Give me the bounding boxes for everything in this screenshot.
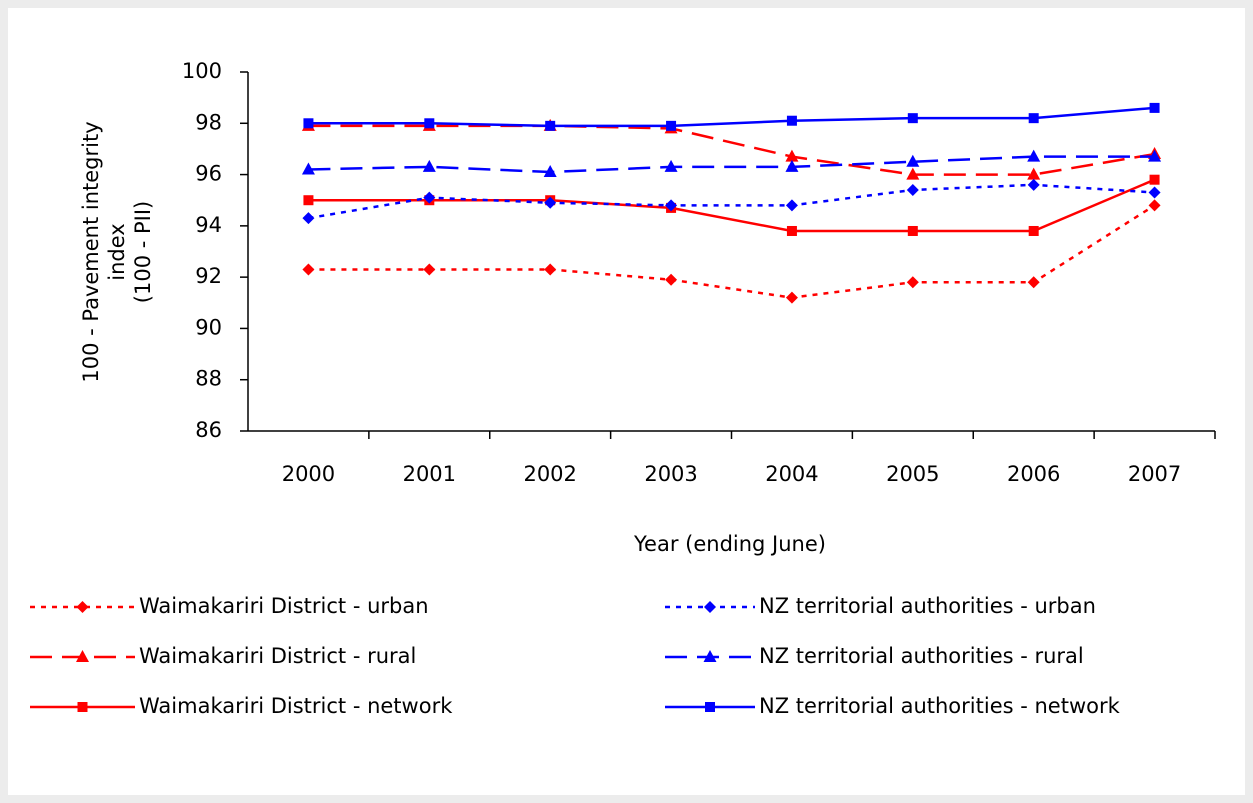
data-point	[303, 195, 314, 206]
data-point	[422, 159, 436, 172]
legend-marker	[77, 702, 88, 712]
series-line	[308, 204, 1156, 299]
data-point	[302, 212, 315, 225]
data-point	[906, 183, 919, 196]
x-tick-label: 2006	[1007, 462, 1060, 486]
x-tick-label: 2004	[765, 462, 818, 486]
data-point	[785, 291, 798, 304]
data-point	[665, 199, 678, 212]
x-tick-label: 2002	[523, 462, 576, 486]
data-point	[907, 113, 918, 124]
y-tick-label: 90	[195, 315, 222, 339]
legend-marker	[76, 650, 89, 662]
y-axis-title: 100 - Pavement integrity index (100 - PI…	[79, 121, 155, 382]
y-tick-label: 86	[195, 418, 222, 442]
data-point	[1027, 178, 1040, 191]
y-tick-label: 92	[195, 264, 222, 288]
data-point	[1149, 102, 1160, 113]
data-point	[907, 225, 918, 236]
x-tick-label: 2003	[644, 462, 697, 486]
chart-background	[8, 8, 1245, 795]
y-axis-title-line: index	[105, 223, 129, 280]
y-tick-label: 94	[195, 213, 222, 237]
data-point	[301, 162, 315, 175]
data-point	[1027, 149, 1041, 162]
data-point	[424, 118, 435, 129]
data-point	[785, 159, 799, 172]
data-point	[423, 191, 436, 204]
data-point	[785, 199, 798, 212]
data-point	[545, 120, 556, 131]
legend-marker	[705, 702, 715, 712]
data-point	[544, 196, 557, 209]
data-point	[423, 263, 436, 276]
data-point	[1148, 186, 1161, 199]
x-axis-title: Year (ending June)	[633, 532, 826, 556]
y-axis-title-line: 100 - Pavement integrity	[79, 121, 103, 382]
legend-label: NZ territorial authorities - network	[759, 694, 1121, 718]
data-point	[906, 276, 919, 289]
data-point	[666, 120, 677, 131]
legend-label: Waimakariri District - rural	[139, 644, 416, 668]
x-tick-label: 2005	[886, 462, 939, 486]
series-line	[308, 124, 1155, 176]
legend-label: NZ territorial authorities - urban	[759, 594, 1096, 618]
legend-marker	[703, 650, 717, 662]
y-tick-label: 100	[182, 59, 222, 83]
data-point	[786, 115, 797, 126]
data-point	[785, 149, 799, 162]
y-tick-label: 98	[195, 110, 222, 134]
data-point	[906, 167, 920, 180]
y-tick-label: 96	[195, 162, 222, 186]
x-tick-label: 2007	[1128, 462, 1181, 486]
legend-label: Waimakariri District - network	[139, 694, 453, 718]
data-point	[1148, 149, 1162, 162]
x-tick-label: 2000	[282, 462, 335, 486]
legend-marker	[704, 601, 716, 613]
x-tick-label: 2001	[403, 462, 456, 486]
data-point	[1148, 199, 1161, 212]
data-point	[1028, 225, 1039, 236]
data-point	[302, 263, 315, 276]
legend-label: Waimakariri District - urban	[139, 594, 429, 618]
data-point	[1027, 167, 1041, 180]
data-point	[1149, 174, 1160, 185]
series-line	[308, 183, 1155, 220]
data-point	[543, 165, 557, 178]
series-line	[308, 155, 1155, 174]
data-point	[786, 225, 797, 236]
y-tick-label: 88	[195, 367, 222, 391]
series-line	[308, 106, 1155, 128]
data-point	[906, 154, 920, 167]
data-point	[1028, 113, 1039, 124]
series-line	[308, 178, 1156, 233]
legend-marker	[76, 601, 89, 613]
y-axis-title-line: (100 - PII)	[131, 201, 155, 303]
data-point	[303, 118, 314, 129]
data-point	[1027, 276, 1040, 289]
data-point	[665, 273, 678, 286]
data-point	[544, 263, 557, 276]
data-point	[664, 159, 678, 172]
legend-label: NZ territorial authorities - rural	[759, 644, 1084, 668]
